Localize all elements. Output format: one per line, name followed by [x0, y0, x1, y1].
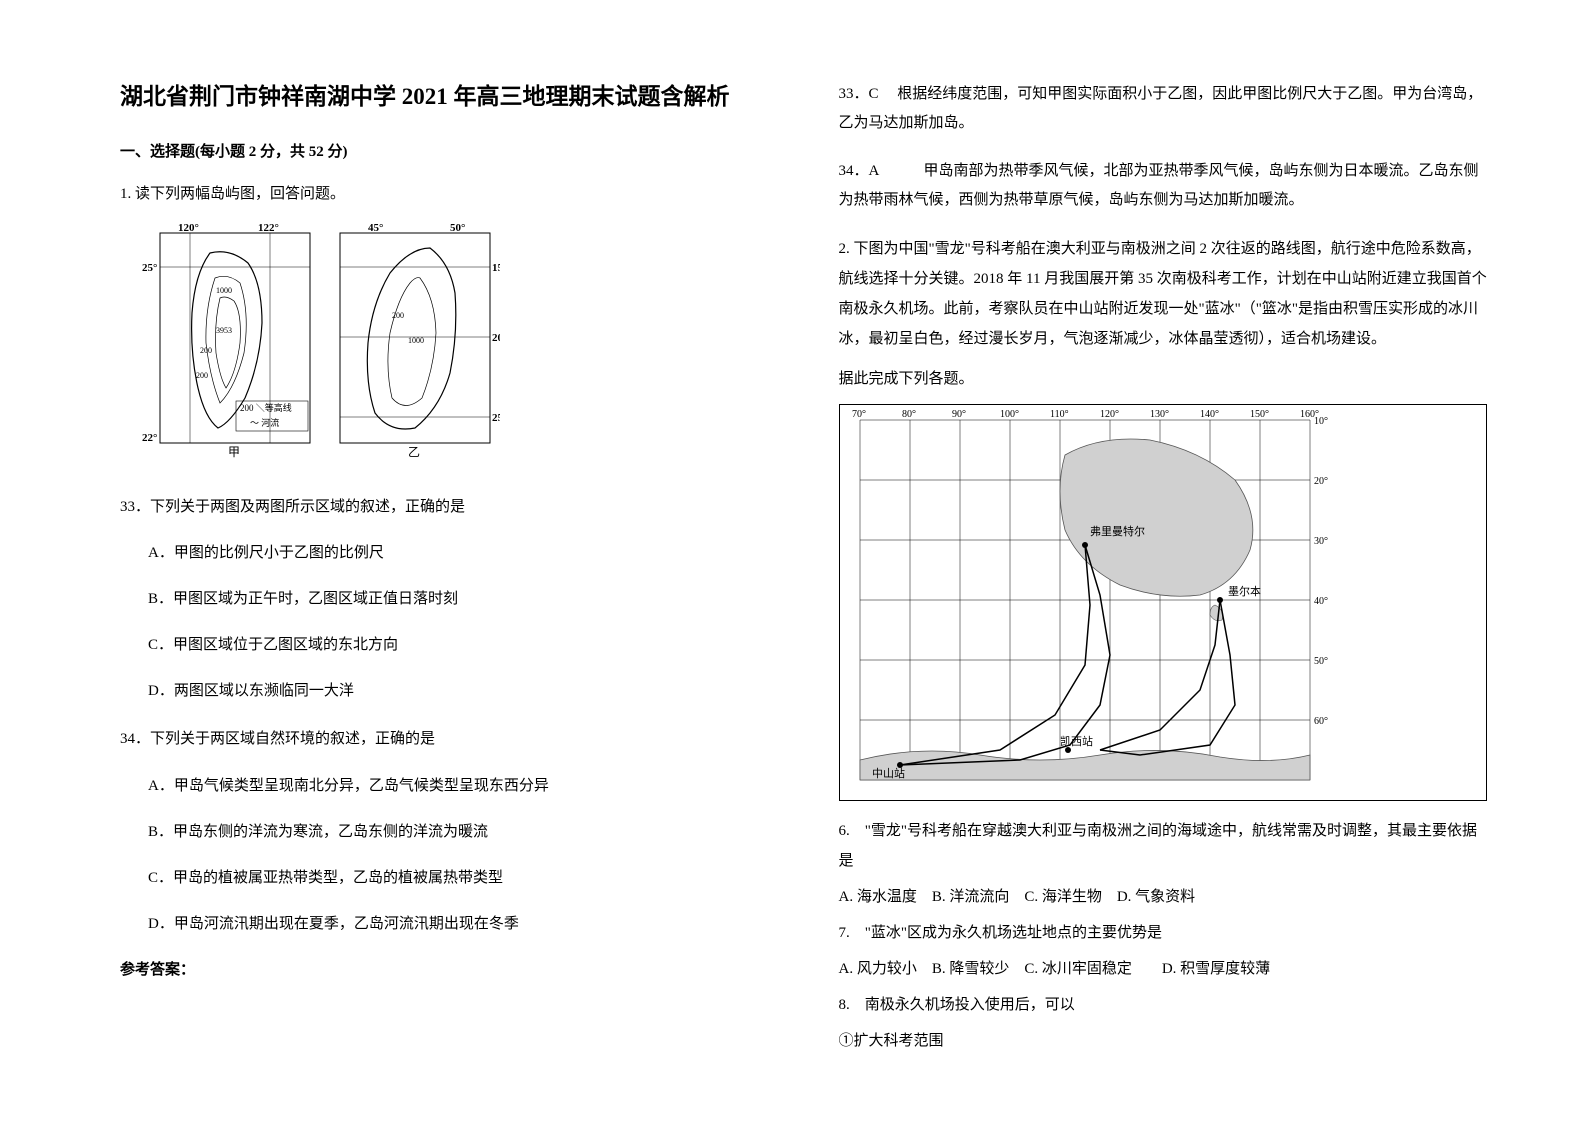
lat-label: 20°	[492, 332, 500, 344]
q34-stem: 34．下列关于两区域自然环境的叙述，正确的是	[120, 725, 769, 754]
q2-passage: 2. 下图为中国"雪龙"号科考船在澳大利亚与南极洲之间 2 次往返的路线图，航行…	[839, 234, 1488, 354]
svg-text:80°: 80°	[902, 409, 916, 420]
q8-opt1: ①扩大科考范围	[839, 1026, 1488, 1056]
svg-text:140°: 140°	[1200, 409, 1219, 420]
lon-label: 45°	[368, 223, 383, 234]
section-header: 一、选择题(每小题 2 分，共 52 分)	[120, 140, 769, 161]
q7-options: A. 风力较小 B. 降雪较少 C. 冰川牢固稳定 D. 积雪厚度较薄	[839, 954, 1488, 984]
lon-label: 50°	[450, 223, 465, 234]
q6-stem: 6. "雪龙"号科考船在穿越澳大利亚与南极洲之间的海域途中，航线常需及时调整，其…	[839, 816, 1488, 876]
q34-c: C．甲岛的植被属亚热带类型，乙岛的植被属热带类型	[148, 866, 769, 890]
svg-text:70°: 70°	[852, 409, 866, 420]
right-column: 33．C 根据经纬度范围，可知甲图实际面积小于乙图，因此甲图比例尺大于乙图。甲为…	[839, 80, 1488, 1062]
q33-d: D．两图区域以东濒临同一大洋	[148, 679, 769, 703]
svg-text:60°: 60°	[1314, 716, 1328, 727]
q33-c: C．甲图区域位于乙图区域的东北方向	[148, 633, 769, 657]
svg-text:90°: 90°	[952, 409, 966, 420]
elev-label: 200	[196, 371, 208, 380]
q34-b: B．甲岛东侧的洋流为寒流，乙岛东侧的洋流为暖流	[148, 820, 769, 844]
lat-label: 25°	[492, 412, 500, 424]
q7-stem: 7. "蓝冰"区成为永久机场选址地点的主要优势是	[839, 918, 1488, 948]
elev-label: 1000	[216, 286, 232, 295]
q33-a: A．甲图的比例尺小于乙图的比例尺	[148, 541, 769, 565]
svg-text:110°: 110°	[1050, 409, 1069, 420]
elev-label: 1000	[408, 336, 424, 345]
svg-text:50°: 50°	[1314, 656, 1328, 667]
legend: 200 ＼等高线	[240, 402, 292, 413]
city-label: 墨尔本	[1228, 584, 1261, 598]
svg-text:130°: 130°	[1150, 409, 1169, 420]
q6-options: A. 海水温度 B. 洋流流向 C. 海洋生物 D. 气象资料	[839, 882, 1488, 912]
page-title: 湖北省荆门市钟祥南湖中学 2021 年高三地理期末试题含解析	[120, 80, 769, 115]
elev-label: 200	[392, 311, 404, 320]
q34-d: D．甲岛河流汛期出现在夏季，乙岛河流汛期出现在冬季	[148, 912, 769, 936]
svg-text:120°: 120°	[1100, 409, 1119, 420]
elev-label: 3953	[216, 326, 232, 335]
lat-label: 22°	[142, 432, 157, 444]
lon-label: 120°	[178, 223, 199, 234]
figure-route-map: 70° 80° 90° 100° 110° 120° 130° 140° 150…	[839, 404, 1488, 801]
answers-header: 参考答案：	[120, 958, 769, 979]
left-column: 湖北省荆门市钟祥南湖中学 2021 年高三地理期末试题含解析 一、选择题(每小题…	[120, 80, 769, 1062]
q33-stem: 33．下列关于两图及两图所示区域的叙述，正确的是	[120, 493, 769, 522]
svg-text:150°: 150°	[1250, 409, 1269, 420]
legend: ～ 河流	[250, 417, 279, 428]
svg-text:30°: 30°	[1314, 536, 1328, 547]
answer-34: 34．A 甲岛南部为热带季风气候，北部为亚热带季风气候，岛屿东侧为日本暖流。乙岛…	[839, 157, 1488, 214]
station-label: 凯西站	[1060, 734, 1093, 748]
lat-label: 25°	[142, 262, 157, 274]
svg-text:20°: 20°	[1314, 476, 1328, 487]
q33-b: B．甲图区域为正午时，乙图区域正值日落时刻	[148, 587, 769, 611]
q1-stem: 1. 读下列两幅岛屿图，回答问题。	[120, 181, 769, 208]
q8-stem: 8. 南极永久机场投入使用后，可以	[839, 990, 1488, 1020]
figure-islands: 120° 122° 25° 22° 1000 3953 200 200 甲 20…	[140, 223, 769, 468]
lat-label: 15°	[492, 262, 500, 274]
map-label-left: 甲	[228, 445, 240, 459]
svg-text:40°: 40°	[1314, 596, 1328, 607]
station-label: 中山站	[872, 766, 905, 780]
answer-33: 33．C 根据经纬度范围，可知甲图实际面积小于乙图，因此甲图比例尺大于乙图。甲为…	[839, 80, 1488, 137]
map-label-right: 乙	[408, 445, 420, 459]
city-label: 弗里曼特尔	[1090, 524, 1145, 538]
svg-text:10°: 10°	[1314, 416, 1328, 427]
elev-label: 200	[200, 346, 212, 355]
svg-text:100°: 100°	[1000, 409, 1019, 420]
q2-instruction: 据此完成下列各题。	[839, 364, 1488, 394]
q34-a: A．甲岛气候类型呈现南北分异，乙岛气候类型呈现东西分异	[148, 774, 769, 798]
lon-label: 122°	[258, 223, 279, 234]
